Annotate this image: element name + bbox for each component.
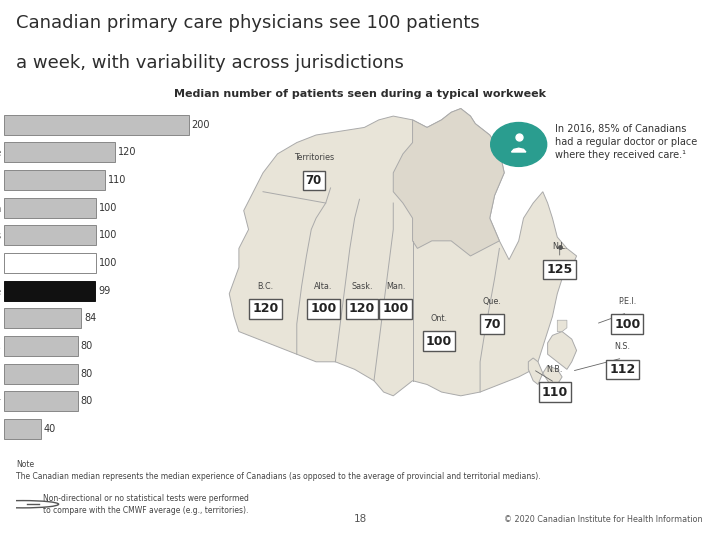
Text: 40: 40 xyxy=(43,424,55,434)
Text: 100: 100 xyxy=(426,334,452,348)
Bar xyxy=(4,143,114,162)
Text: 120: 120 xyxy=(252,302,279,315)
Polygon shape xyxy=(528,358,543,384)
Text: Canadian primary care physicians see 100 patients: Canadian primary care physicians see 100… xyxy=(16,14,480,31)
Text: 120: 120 xyxy=(348,302,375,315)
Polygon shape xyxy=(548,332,577,369)
Bar xyxy=(4,225,96,245)
Text: a week, with variability across jurisdictions: a week, with variability across jurisdic… xyxy=(16,54,404,72)
Circle shape xyxy=(491,123,546,166)
Text: Note
The Canadian median represents the median experience of Canadians (as oppos: Note The Canadian median represents the … xyxy=(16,460,541,481)
Text: B.C.: B.C. xyxy=(257,282,274,291)
Bar xyxy=(4,392,78,411)
Text: N.S.: N.S. xyxy=(614,342,631,351)
Text: Sask.: Sask. xyxy=(351,282,373,291)
Text: 99: 99 xyxy=(98,286,110,295)
Bar xyxy=(4,198,96,218)
Bar xyxy=(4,253,96,273)
Text: 80: 80 xyxy=(81,369,93,379)
Polygon shape xyxy=(513,146,524,154)
Text: 80: 80 xyxy=(81,396,93,406)
Text: Ont.: Ont. xyxy=(431,314,448,323)
Text: Man.: Man. xyxy=(386,282,405,291)
Text: 84: 84 xyxy=(84,313,96,323)
Text: 110: 110 xyxy=(541,386,568,399)
Text: Territories: Territories xyxy=(294,153,334,162)
Bar xyxy=(4,114,189,134)
Text: N.L.: N.L. xyxy=(552,242,567,251)
Bar xyxy=(4,170,105,190)
Text: Non-directional or no statistical tests were performed
to compare with the CMWF : Non-directional or no statistical tests … xyxy=(42,494,248,515)
Text: 18: 18 xyxy=(354,515,366,524)
Text: 100: 100 xyxy=(99,202,117,213)
Text: 112: 112 xyxy=(609,363,636,376)
Text: 125: 125 xyxy=(546,262,573,276)
Text: 200: 200 xyxy=(192,119,210,130)
Polygon shape xyxy=(511,148,526,152)
Text: 70: 70 xyxy=(483,318,501,330)
Text: © 2020 Canadian Institute for Health Information: © 2020 Canadian Institute for Health Inf… xyxy=(503,515,702,524)
Text: 70: 70 xyxy=(305,174,322,187)
Text: 100: 100 xyxy=(382,302,409,315)
Text: In 2016, 85% of Canadians
had a regular doctor or place
where they received care: In 2016, 85% of Canadians had a regular … xyxy=(555,124,697,160)
Text: Alta.: Alta. xyxy=(314,282,333,291)
Bar xyxy=(4,281,95,301)
Circle shape xyxy=(0,501,58,508)
Bar xyxy=(4,363,78,383)
Polygon shape xyxy=(393,109,504,256)
Text: 100: 100 xyxy=(99,230,117,240)
Polygon shape xyxy=(557,320,567,332)
Text: Median number of patients seen during a typical workweek: Median number of patients seen during a … xyxy=(174,89,546,99)
Text: 100: 100 xyxy=(99,258,117,268)
Polygon shape xyxy=(229,109,577,396)
Bar xyxy=(4,308,81,328)
Text: 100: 100 xyxy=(614,318,640,330)
Bar xyxy=(4,419,40,439)
Bar xyxy=(4,336,78,356)
Text: 80: 80 xyxy=(81,341,93,351)
Text: 120: 120 xyxy=(117,147,136,157)
Text: Que.: Que. xyxy=(482,297,502,306)
Text: N.B.: N.B. xyxy=(546,365,563,374)
Text: P.E.I.: P.E.I. xyxy=(618,297,636,306)
Text: 110: 110 xyxy=(108,175,127,185)
Text: 100: 100 xyxy=(310,302,336,315)
Polygon shape xyxy=(543,366,562,388)
